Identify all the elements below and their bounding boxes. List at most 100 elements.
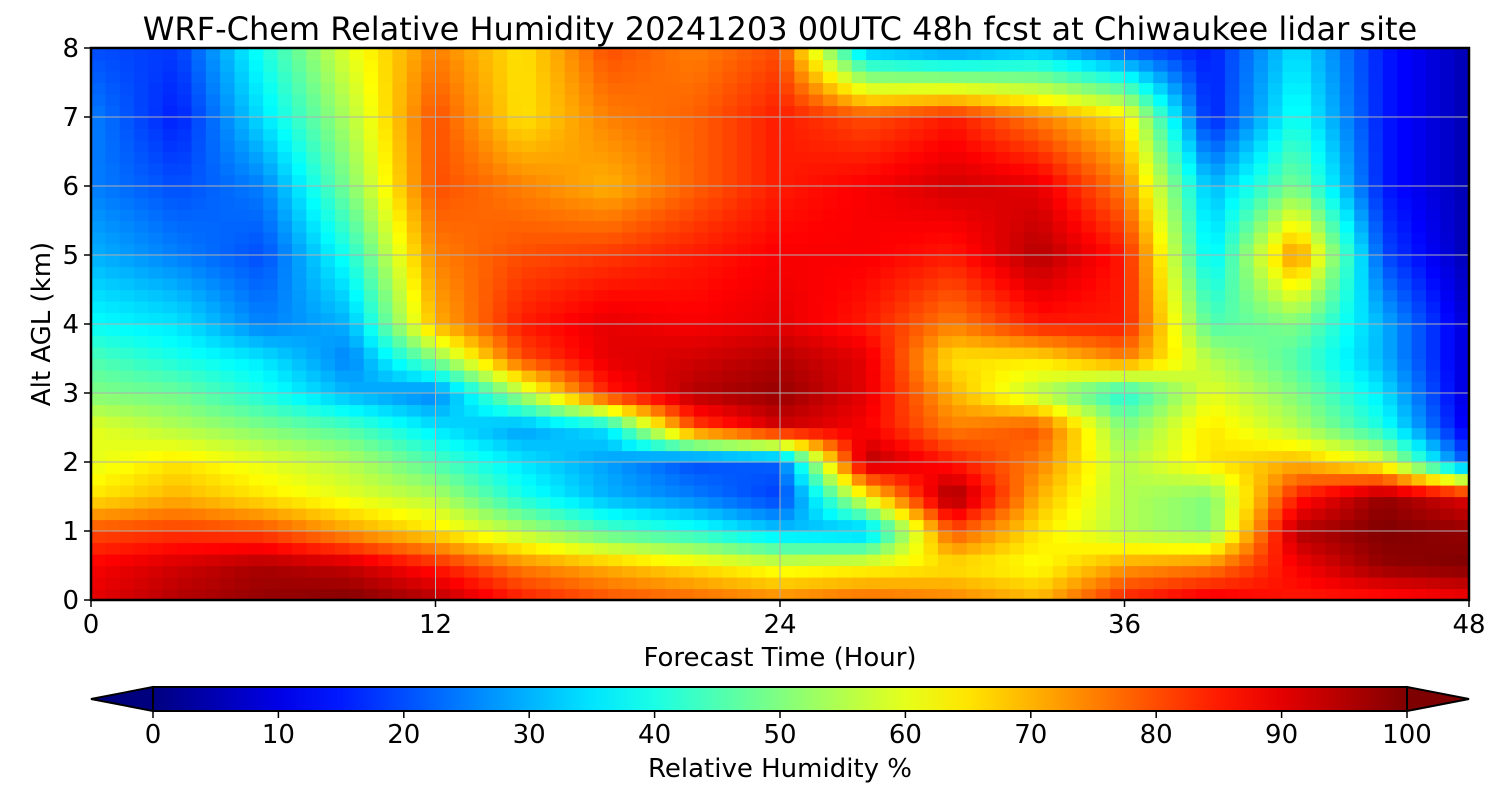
heatmap-cell [952,577,968,590]
heatmap-cell [1196,508,1212,521]
heatmap-cell [507,393,523,406]
heatmap-cell [1339,243,1355,256]
heatmap-cell [1138,186,1154,199]
heatmap-cell [349,335,365,348]
heatmap-cell [1095,519,1111,532]
heatmap-cell [349,209,365,222]
heatmap-cell [306,393,322,406]
heatmap-cell [263,416,279,429]
heatmap-cell [1124,381,1140,394]
heatmap-cell [1167,358,1183,371]
heatmap-cell [636,416,652,429]
heatmap-cell [665,404,681,417]
heatmap-cell [665,393,681,406]
heatmap-cell [177,588,193,600]
heatmap-cell [679,243,695,256]
heatmap-cell [1181,243,1197,256]
heatmap-cell [966,416,982,429]
heatmap-cell [909,542,925,555]
heatmap-cell [507,220,523,233]
heatmap-cell [966,151,982,164]
heatmap-cell [177,496,193,509]
heatmap-cell [1153,117,1169,130]
heatmap-cell [736,82,752,95]
heatmap-cell [593,324,609,337]
heatmap-cell [191,312,207,325]
heatmap-cell [306,82,322,95]
heatmap-cell [894,370,910,383]
heatmap-cell [449,140,465,153]
heatmap-cell [535,301,551,314]
heatmap-cell [421,588,437,600]
heatmap-cell [952,439,968,452]
heatmap-cell [1009,140,1025,153]
heatmap-cell [1425,48,1441,61]
heatmap-cell [1397,209,1413,222]
heatmap-cell [622,163,638,176]
heatmap-cell [392,565,408,578]
heatmap-cell [148,347,164,360]
heatmap-cell [91,94,106,107]
heatmap-cell [435,220,451,233]
heatmap-cell [234,174,250,187]
heatmap-cell [1311,393,1327,406]
heatmap-cell [1167,588,1183,600]
heatmap-cell [1354,209,1370,222]
heatmap-cell [335,324,350,337]
heatmap-cell [693,393,709,406]
heatmap-cell [765,416,781,429]
heatmap-cell [148,554,164,567]
heatmap-cell [794,163,810,176]
heatmap-cell [335,209,350,222]
heatmap-cell [995,508,1011,521]
heatmap-cell [1196,427,1212,440]
heatmap-cell [205,105,221,118]
heatmap-cell [722,105,738,118]
heatmap-cell [1382,255,1398,268]
heatmap-cell [1268,450,1283,463]
heatmap-cell [91,531,106,544]
colorbar-ticks: 0 10 20 30 40 50 60 70 80 90 100 [145,711,1432,750]
heatmap-cell [952,347,968,360]
heatmap-cell [995,439,1011,452]
heatmap-cell [722,163,738,176]
heatmap-cell [148,163,164,176]
heatmap-cell [923,439,939,452]
heatmap-cell [1425,82,1441,95]
heatmap-cell [708,82,724,95]
heatmap-cell [492,174,508,187]
heatmap-cell [1440,381,1456,394]
heatmap-cell [607,588,623,600]
heatmap-cell [1239,439,1255,452]
heatmap-cell [1024,347,1039,360]
heatmap-cell [177,117,193,130]
heatmap-cell [349,289,365,302]
heatmap-cell [1196,519,1212,532]
heatmap-cell [1339,186,1355,199]
heatmap-cell [1153,335,1169,348]
heatmap-cell [1354,48,1370,61]
heatmap-cell [679,370,695,383]
heatmap-cell [1354,278,1370,291]
heatmap-cell [191,266,207,279]
heatmap-cell [1282,266,1298,279]
heatmap-cell [1282,117,1298,130]
heatmap-cell [1038,358,1054,371]
heatmap-cell [1411,197,1427,210]
heatmap-cell [1038,71,1054,84]
heatmap-cell [464,255,480,268]
heatmap-cell [909,393,925,406]
heatmap-cell [1081,508,1097,521]
heatmap-cell [1282,565,1298,578]
heatmap-cell [248,404,264,417]
heatmap-cell [622,370,638,383]
heatmap-cell [1024,427,1039,440]
heatmap-cell [1138,220,1154,233]
heatmap-cell [306,450,322,463]
heatmap-cell [1024,105,1039,118]
heatmap-cell [1052,416,1068,429]
heatmap-cell [234,370,250,383]
heatmap-cell [435,48,451,61]
heatmap-cell [780,542,795,555]
heatmap-cell [162,243,178,256]
